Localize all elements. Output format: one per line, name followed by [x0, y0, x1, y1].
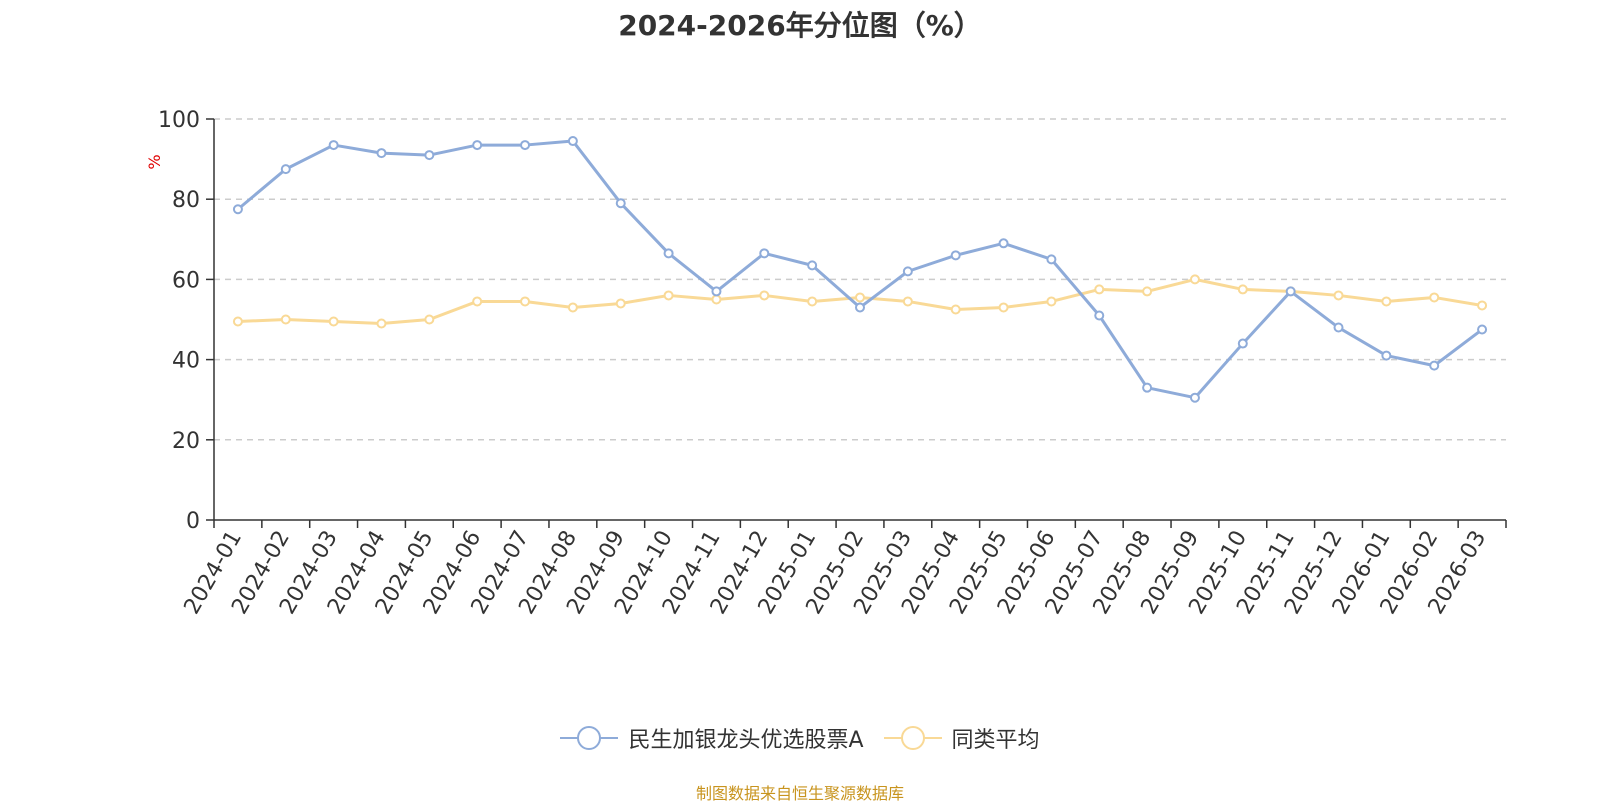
data-point[interactable] [950, 250, 961, 261]
data-point[interactable] [424, 150, 435, 161]
data-point[interactable] [807, 296, 818, 307]
data-point[interactable] [1237, 284, 1248, 295]
data-point[interactable] [1477, 324, 1488, 335]
data-point[interactable] [759, 290, 770, 301]
data-point[interactable] [902, 266, 913, 277]
data-point[interactable] [1429, 360, 1440, 371]
legend-label-fund: 民生加银龙头优选股票A [628, 728, 864, 753]
data-point[interactable] [998, 302, 1009, 313]
data-point[interactable] [424, 314, 435, 325]
data-point[interactable] [1333, 322, 1344, 333]
data-point[interactable] [1381, 296, 1392, 307]
grid-lines [214, 118, 1506, 441]
data-point[interactable] [232, 316, 243, 327]
legend: 民生加银龙头优选股票A 同类平均 [0, 722, 1600, 754]
legend-line-circle-icon [560, 726, 619, 750]
data-point[interactable] [1046, 254, 1057, 265]
data-point[interactable] [615, 298, 626, 309]
data-point[interactable] [902, 296, 913, 307]
data-point[interactable] [759, 248, 770, 259]
data-point[interactable] [328, 316, 339, 327]
chart-title: 2024-2026年分位图（%） [618, 9, 982, 42]
data-point[interactable] [855, 302, 865, 313]
data-point[interactable] [711, 294, 722, 305]
y-tick-label: 0 [186, 509, 200, 534]
data-point[interactable] [807, 260, 818, 271]
data-point[interactable] [1429, 292, 1440, 303]
data-point[interactable] [855, 292, 865, 303]
data-point[interactable] [1477, 300, 1488, 311]
data-point[interactable] [567, 136, 578, 147]
data-point[interactable] [1094, 310, 1105, 321]
data-point[interactable] [567, 302, 578, 313]
y-axis-label: % [145, 154, 164, 169]
data-point[interactable] [1094, 284, 1105, 295]
y-tick-label: 100 [158, 108, 200, 133]
y-tick-label: 20 [172, 429, 200, 454]
data-point[interactable] [232, 204, 243, 215]
data-point[interactable] [1285, 286, 1296, 297]
series-1 [232, 274, 1488, 329]
data-point[interactable] [472, 296, 483, 307]
data-point[interactable] [1046, 296, 1057, 307]
data-point[interactable] [1237, 338, 1248, 349]
source-note: 制图数据来自恒生聚源数据库 [695, 784, 904, 803]
legend-item-fund[interactable]: 民生加银龙头优选股票A [560, 722, 864, 754]
data-point[interactable] [520, 296, 531, 307]
data-point[interactable] [376, 148, 387, 159]
data-point[interactable] [520, 140, 531, 151]
series-0 [232, 136, 1488, 403]
data-point[interactable] [472, 140, 483, 151]
y-tick-label: 40 [172, 349, 200, 374]
data-point[interactable] [1142, 382, 1153, 393]
y-tick-label: 80 [172, 188, 200, 213]
legend-label-average: 同类平均 [951, 728, 1040, 753]
data-point[interactable] [328, 140, 339, 151]
data-point[interactable] [1189, 392, 1200, 403]
data-point[interactable] [950, 304, 961, 315]
data-point[interactable] [376, 318, 387, 329]
legend-item-average[interactable]: 同类平均 [883, 722, 1040, 754]
y-tick-label: 60 [172, 268, 200, 293]
data-point[interactable] [1381, 350, 1392, 361]
data-point[interactable] [280, 314, 291, 325]
legend-line-circle-icon [883, 726, 942, 750]
data-point[interactable] [1333, 290, 1344, 301]
data-point[interactable] [1142, 286, 1153, 297]
data-point[interactable] [711, 286, 722, 297]
series [232, 136, 1488, 403]
data-point[interactable] [280, 164, 291, 175]
data-point[interactable] [998, 238, 1009, 249]
data-point[interactable] [663, 290, 674, 301]
data-point[interactable] [615, 198, 626, 209]
data-point[interactable] [1189, 274, 1200, 285]
axes: 0204060801002024-012024-022024-032024-04… [158, 108, 1507, 619]
data-point[interactable] [663, 248, 674, 259]
